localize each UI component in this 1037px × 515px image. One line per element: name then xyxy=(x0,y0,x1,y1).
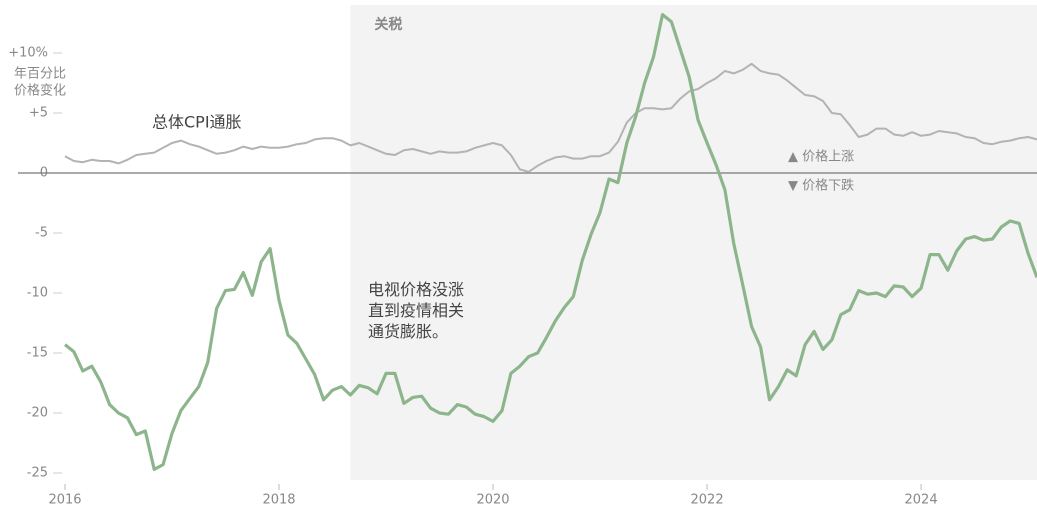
y-tick-label: -15 xyxy=(27,346,48,361)
tv-label-line: 电视价格没涨 xyxy=(368,280,464,299)
direction-label: ▲ 价格上涨 xyxy=(788,149,854,165)
y-unit-label: 价格变化 xyxy=(14,83,66,99)
shade-label: 关税 xyxy=(374,16,402,33)
series-line xyxy=(63,13,1037,471)
y-tick-label: -5 xyxy=(35,226,48,241)
y-tick-label: -10 xyxy=(27,286,48,301)
tv-label-line: 直到疫情相关 xyxy=(368,301,464,320)
tariff-shade xyxy=(350,5,1037,480)
x-tick-label: 2018 xyxy=(262,493,295,508)
y-tick-label: -20 xyxy=(27,406,48,421)
y-tick-label: +10% xyxy=(8,46,48,61)
y-tick-label: -25 xyxy=(27,466,48,481)
x-tick-label: 2020 xyxy=(476,493,509,508)
cpi-label: 总体CPI通胀 xyxy=(152,113,242,132)
y-tick-label: +5 xyxy=(29,106,48,121)
x-tick-label: 2024 xyxy=(905,493,938,508)
series-line xyxy=(64,62,1037,173)
y-unit-label: 年百分比 xyxy=(14,67,66,82)
x-tick-label: 2022 xyxy=(691,493,724,508)
tv-label: 电视价格没涨直到疫情相关通货膨胀。 xyxy=(368,280,464,341)
tv-label-line: 通货膨胀。 xyxy=(368,322,448,341)
direction-label: ▼ 价格下跌 xyxy=(788,178,854,194)
x-tick-label: 2016 xyxy=(48,493,81,508)
